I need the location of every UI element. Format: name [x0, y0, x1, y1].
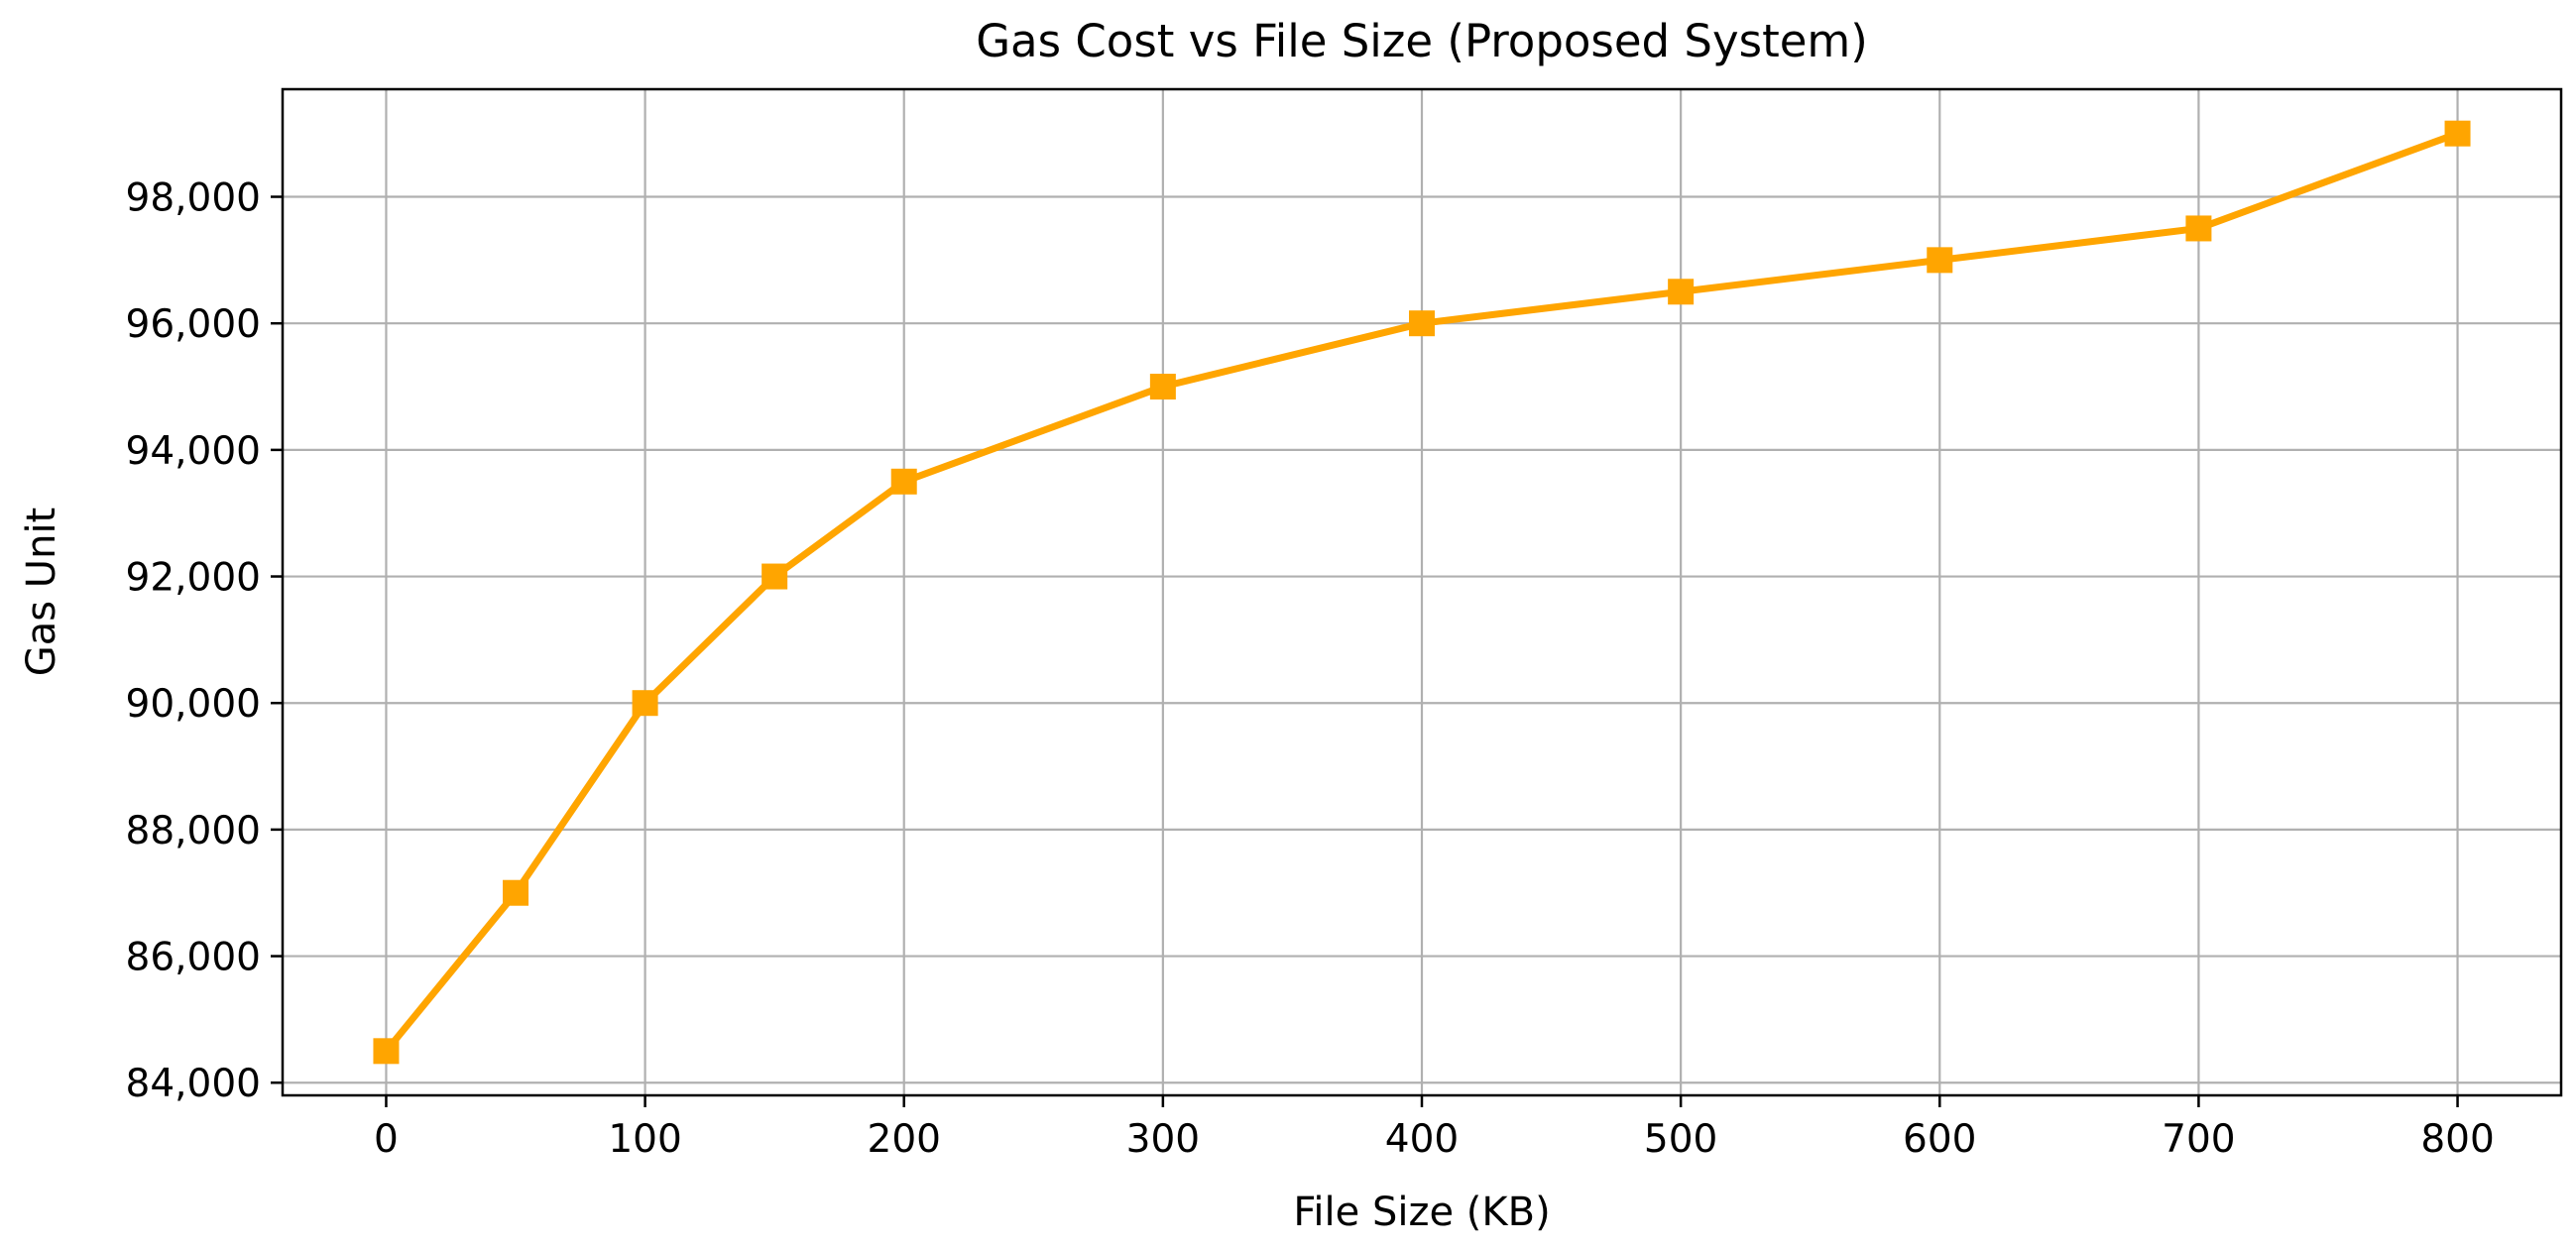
data-point-marker — [632, 690, 658, 717]
data-point-marker — [1927, 247, 1953, 274]
x-tick-label: 800 — [2420, 1117, 2494, 1162]
x-tick-label: 200 — [868, 1117, 941, 1162]
x-tick-label: 700 — [2162, 1117, 2235, 1162]
y-tick-label: 84,000 — [126, 1062, 261, 1106]
chart-title: Gas Cost vs File Size (Proposed System) — [976, 15, 1868, 67]
y-tick-label: 90,000 — [126, 682, 261, 727]
data-point-marker — [1668, 279, 1695, 305]
data-point-marker — [1409, 310, 1435, 337]
y-tick-label: 94,000 — [126, 429, 261, 474]
data-point-marker — [2185, 215, 2212, 242]
y-tick-label: 88,000 — [126, 809, 261, 853]
x-tick-label: 300 — [1126, 1117, 1200, 1162]
y-tick-label: 86,000 — [126, 936, 261, 980]
grid-layer — [283, 89, 2561, 1095]
x-tick-label: 100 — [608, 1117, 681, 1162]
x-axis-label: File Size (KB) — [1293, 1190, 1550, 1235]
data-point-marker — [890, 468, 917, 495]
data-point-marker — [373, 1038, 400, 1065]
x-tick-label: 500 — [1644, 1117, 1717, 1162]
x-tick-label: 400 — [1385, 1117, 1459, 1162]
data-point-marker — [503, 879, 529, 906]
series-layer — [373, 120, 2471, 1065]
x-tick-label: 600 — [1903, 1117, 1976, 1162]
x-tick-label: 0 — [374, 1117, 399, 1162]
y-tick-label: 98,000 — [126, 176, 261, 221]
data-point-marker — [761, 563, 788, 590]
data-point-marker — [1149, 374, 1176, 400]
data-point-marker — [2444, 120, 2471, 147]
tick-layer: 0 100 200 300 400 500 600 700 800 84,000 86,000 88,… — [126, 176, 2495, 1162]
y-tick-label: 96,000 — [126, 302, 261, 347]
y-tick-label: 92,000 — [126, 556, 261, 601]
y-axis-label: Gas Unit — [19, 508, 64, 677]
